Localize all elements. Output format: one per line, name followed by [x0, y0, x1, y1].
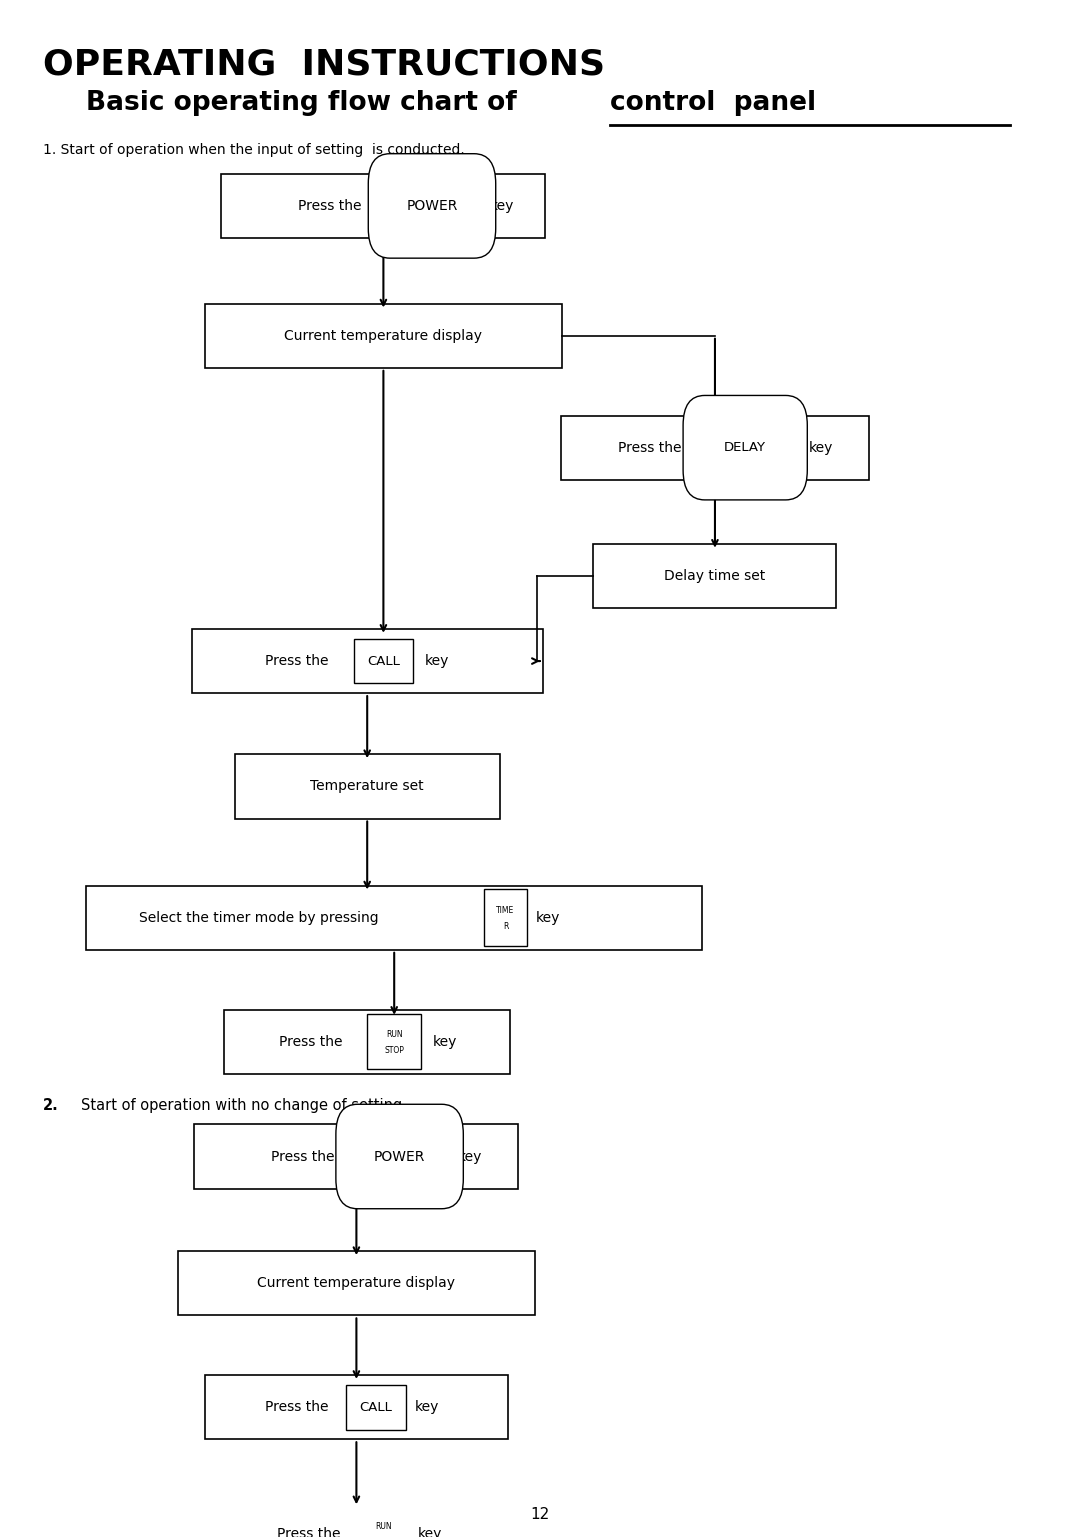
- Text: CALL: CALL: [360, 1400, 392, 1414]
- FancyBboxPatch shape: [484, 890, 527, 947]
- FancyBboxPatch shape: [216, 1502, 497, 1537]
- Text: Press the: Press the: [298, 198, 361, 214]
- FancyBboxPatch shape: [368, 154, 496, 258]
- FancyBboxPatch shape: [594, 544, 836, 609]
- FancyBboxPatch shape: [562, 415, 868, 480]
- FancyBboxPatch shape: [221, 174, 545, 238]
- Text: key: key: [490, 198, 514, 214]
- Text: key: key: [536, 911, 559, 925]
- Text: Basic operating flow chart of: Basic operating flow chart of: [86, 89, 526, 115]
- Text: Press the: Press the: [619, 441, 681, 455]
- Text: POWER: POWER: [406, 198, 458, 214]
- Text: key: key: [458, 1150, 482, 1164]
- Text: STOP: STOP: [384, 1047, 404, 1054]
- FancyBboxPatch shape: [86, 885, 702, 950]
- FancyBboxPatch shape: [354, 639, 414, 684]
- Text: key: key: [433, 1034, 457, 1048]
- Text: Select the timer mode by pressing: Select the timer mode by pressing: [139, 911, 379, 925]
- FancyBboxPatch shape: [336, 1104, 463, 1208]
- FancyBboxPatch shape: [356, 1506, 410, 1537]
- Text: 2.: 2.: [43, 1099, 59, 1113]
- Text: POWER: POWER: [374, 1150, 426, 1164]
- Text: Delay time set: Delay time set: [664, 569, 766, 583]
- Text: OPERATING  INSTRUCTIONS: OPERATING INSTRUCTIONS: [43, 48, 605, 81]
- Text: Press the: Press the: [266, 655, 328, 669]
- Text: 12: 12: [530, 1508, 550, 1522]
- Text: Press the: Press the: [278, 1528, 340, 1537]
- Text: Start of operation with no change of setting: Start of operation with no change of set…: [81, 1099, 402, 1113]
- Text: 1. Start of operation when the input of setting  is conducted.: 1. Start of operation when the input of …: [43, 143, 465, 157]
- Text: R: R: [503, 922, 508, 931]
- Text: Current temperature display: Current temperature display: [284, 329, 483, 343]
- FancyBboxPatch shape: [684, 395, 808, 500]
- Text: DELAY: DELAY: [725, 441, 766, 453]
- FancyBboxPatch shape: [194, 1125, 518, 1188]
- Text: Press the: Press the: [280, 1034, 342, 1048]
- Text: key: key: [418, 1528, 442, 1537]
- Text: key: key: [426, 655, 449, 669]
- Text: Press the: Press the: [271, 1150, 334, 1164]
- Text: Current temperature display: Current temperature display: [257, 1276, 456, 1291]
- Text: RUN: RUN: [375, 1522, 392, 1531]
- FancyBboxPatch shape: [205, 1376, 508, 1439]
- Text: key: key: [415, 1400, 438, 1414]
- FancyBboxPatch shape: [367, 1014, 421, 1070]
- Text: key: key: [809, 441, 833, 455]
- Text: RUN: RUN: [386, 1030, 403, 1039]
- Text: CALL: CALL: [367, 655, 400, 667]
- FancyBboxPatch shape: [192, 629, 543, 693]
- Text: Temperature set: Temperature set: [310, 779, 424, 793]
- FancyBboxPatch shape: [235, 755, 499, 819]
- Text: control  panel: control panel: [610, 89, 816, 115]
- Text: TIME: TIME: [497, 905, 514, 915]
- FancyBboxPatch shape: [225, 1010, 511, 1074]
- FancyBboxPatch shape: [178, 1251, 535, 1316]
- FancyBboxPatch shape: [346, 1385, 406, 1429]
- Text: Press the: Press the: [266, 1400, 328, 1414]
- FancyBboxPatch shape: [205, 304, 562, 367]
